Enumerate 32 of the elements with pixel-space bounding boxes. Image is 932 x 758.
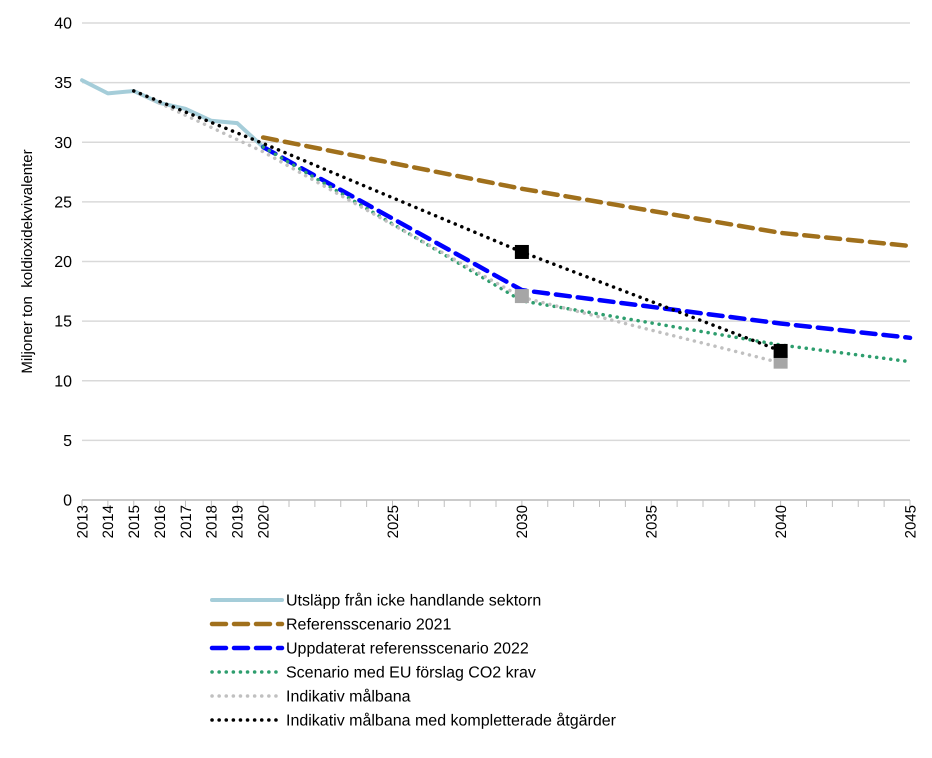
point bbox=[514, 244, 529, 259]
y-tick-label: 30 bbox=[54, 134, 72, 152]
y-tick-label: 10 bbox=[54, 373, 72, 390]
legend-label: Indikativ målbana bbox=[286, 688, 411, 706]
x-tick-label: 2030 bbox=[514, 505, 532, 538]
y-tick-label: 0 bbox=[63, 492, 72, 510]
x-tick-label: 2045 bbox=[902, 505, 920, 538]
y-axis-title: Miljoner ton koldioxidekvivalenter bbox=[19, 149, 36, 374]
x-tick-label: 2040 bbox=[772, 505, 790, 538]
y-tick-label: 20 bbox=[54, 254, 72, 272]
legend-label: Scenario med EU förslag CO2 krav bbox=[286, 664, 536, 682]
y-tick-label: 40 bbox=[54, 16, 72, 33]
legend-label: Referensscenario 2021 bbox=[286, 616, 452, 634]
legend-label: Uppdaterat referensscenario 2022 bbox=[286, 640, 529, 658]
y-tick-label: 35 bbox=[54, 75, 72, 92]
legend-label: Utsläpp från icke handlande sektorn bbox=[286, 592, 542, 610]
x-tick-label: 2014 bbox=[100, 505, 118, 538]
x-tick-label: 2025 bbox=[384, 505, 402, 538]
legend-label: Indikativ målbana med kompletterade åtgärder bbox=[286, 712, 617, 730]
x-tick-label: 2035 bbox=[644, 505, 660, 538]
x-tick-label: 2018 bbox=[204, 505, 221, 538]
x-tick-label: 2017 bbox=[178, 505, 195, 538]
point bbox=[514, 289, 529, 304]
y-tick-label: 15 bbox=[54, 314, 72, 331]
point bbox=[774, 344, 788, 358]
x-tick-label: 2013 bbox=[74, 505, 92, 538]
y-tick-label: 5 bbox=[63, 432, 72, 450]
x-tick-label: 2016 bbox=[152, 505, 169, 538]
x-tick-label: 2015 bbox=[126, 505, 143, 538]
y-tick-label: 25 bbox=[54, 194, 72, 212]
x-tick-label: 2020 bbox=[255, 505, 272, 538]
x-tick-label: 2019 bbox=[230, 505, 246, 538]
